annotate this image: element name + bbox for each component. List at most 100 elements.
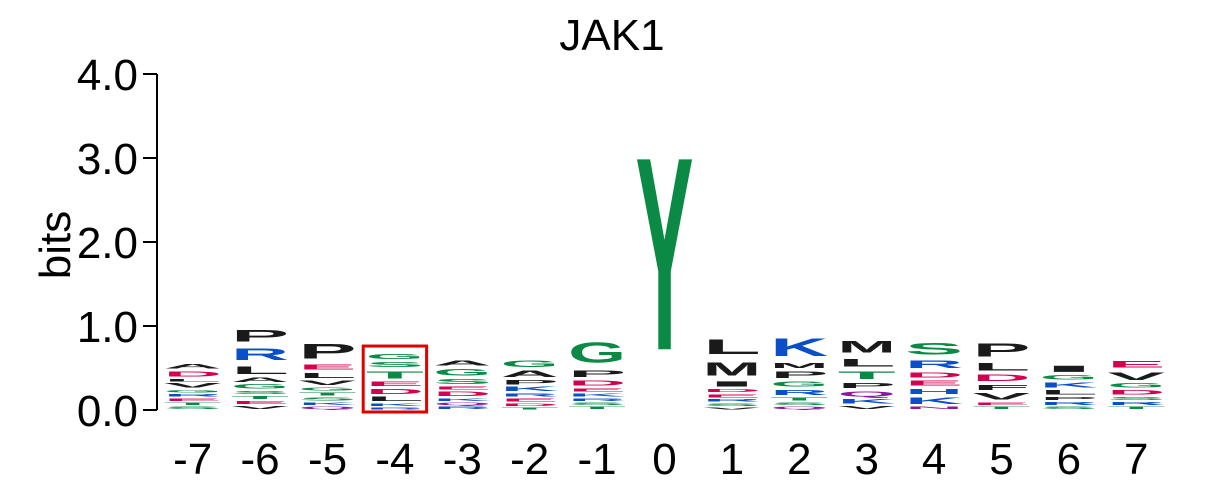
logo-letter-D: D <box>433 391 491 398</box>
logo-letter-G: G <box>770 380 828 388</box>
logo-letter-P: P <box>973 340 1031 361</box>
logo-letter-V: V <box>973 392 1031 402</box>
logo-letter-R: R <box>1040 401 1098 406</box>
x-tick-label: 3 <box>854 435 878 484</box>
logo-letter-T: T <box>838 369 896 381</box>
x-tick-label: -7 <box>173 435 212 484</box>
x-tick-label: -6 <box>241 435 280 484</box>
highlight-box <box>361 344 429 414</box>
x-tick-label: -3 <box>443 435 482 484</box>
y-tick-label: 2.0 <box>77 219 138 268</box>
logo-letter-Y: Y <box>636 101 694 409</box>
logo-letter-G: G <box>366 352 424 360</box>
logo-letter-R: R <box>366 407 424 410</box>
logo-letter-N: N <box>905 406 963 410</box>
logo-letter-R: R <box>770 388 828 396</box>
x-tick-label: -1 <box>578 435 617 484</box>
logo-letter-E: E <box>433 386 491 391</box>
logo-letter-M: M <box>838 338 896 357</box>
logo-letter-V: V <box>164 382 222 389</box>
logo-letter-D: D <box>501 403 559 407</box>
logo-letter-E: E <box>366 381 424 388</box>
logo-letter-S: S <box>703 402 761 406</box>
logo-letter-P: P <box>231 327 289 345</box>
logo-letter-E: E <box>164 397 222 401</box>
x-tick-label: 7 <box>1124 435 1148 484</box>
logo-letter-T: T <box>973 406 1031 410</box>
y-tick-label: 0.0 <box>77 387 138 436</box>
logo-letter-T: T <box>501 407 559 410</box>
logo-stacks: STERGVLDAVETSGALRPQKSTGVLEPRKLDETSGRQKDE… <box>164 101 1166 410</box>
logo-stack-0: Y <box>636 101 694 409</box>
x-tick-label: 6 <box>1057 435 1081 484</box>
logo-letter-M: M <box>703 359 761 380</box>
logo-letter-G: G <box>164 389 222 393</box>
logo-letter-I: I <box>703 380 761 388</box>
x-tick-label: 2 <box>787 435 811 484</box>
logo-letter-K: K <box>568 392 626 397</box>
logo-letter-M: M <box>770 361 828 369</box>
logo-letter-E: E <box>231 400 289 405</box>
logo-letter-L: L <box>973 361 1031 373</box>
logo-letter-R: R <box>703 398 761 402</box>
logo-letter-G: G <box>1107 382 1165 389</box>
y-axis: 0.0 1.0 2.0 3.0 4.0 <box>77 51 158 436</box>
logo-letter-T: T <box>231 395 289 400</box>
x-tick-label: -5 <box>308 435 347 484</box>
logo-letter-K: K <box>770 333 828 361</box>
x-tick-label: -4 <box>375 435 414 484</box>
logo-letter-T: T <box>299 392 357 397</box>
logo-letter-G: G <box>231 383 289 390</box>
logo-letter-T: T <box>770 397 828 402</box>
logo-letter-R: R <box>905 358 963 371</box>
logo-letter-K: K <box>905 396 963 406</box>
logo-letter-G: G <box>433 367 491 377</box>
logo-letter-S: S <box>568 402 626 406</box>
logo-letter-Q: Q <box>433 402 491 406</box>
logo-letter-D: D <box>703 388 761 393</box>
logo-letter-R: R <box>164 393 222 397</box>
logo-letter-K: K <box>299 402 357 406</box>
y-tick-label: 3.0 <box>77 135 138 184</box>
logo-letter-V: V <box>703 407 761 410</box>
logo-letter-L: L <box>838 356 896 368</box>
logo-letter-A: A <box>501 369 559 379</box>
logo-letter-D: D <box>905 371 963 379</box>
logo-letter-D: D <box>1107 389 1165 396</box>
logo-letter-S: S <box>366 361 424 369</box>
logo-letter-G: G <box>568 337 626 369</box>
logo-letter-L: L <box>299 371 357 379</box>
logo-letter-D: D <box>568 379 626 387</box>
logo-letter-T: T <box>1107 406 1165 410</box>
x-axis: -7 -6 -5 -4 -3 -2 -1 0 1 2 3 4 5 6 7 <box>173 435 1148 484</box>
logo-letter-E: E <box>299 363 357 371</box>
logo-letter-D: D <box>366 387 424 395</box>
logo-letter-E: E <box>973 402 1031 406</box>
logo-letter-L: L <box>703 335 761 359</box>
logo-letter-T: T <box>568 406 626 410</box>
logo-letter-D: D <box>164 370 222 378</box>
logo-letter-S: S <box>1040 406 1098 410</box>
logo-letter-E: E <box>501 397 559 402</box>
chart-title: JAK1 <box>559 11 664 60</box>
logo-letter-L: L <box>1040 389 1098 396</box>
logo-letter-G: G <box>299 387 357 392</box>
logo-letter-K: K <box>366 403 424 407</box>
logo-letter-Q: Q <box>770 406 828 410</box>
logo-letter-P: P <box>770 370 828 380</box>
logo-letter-R: R <box>231 346 289 364</box>
x-tick-label: 0 <box>652 435 676 484</box>
logo-letter-V: V <box>838 405 896 410</box>
